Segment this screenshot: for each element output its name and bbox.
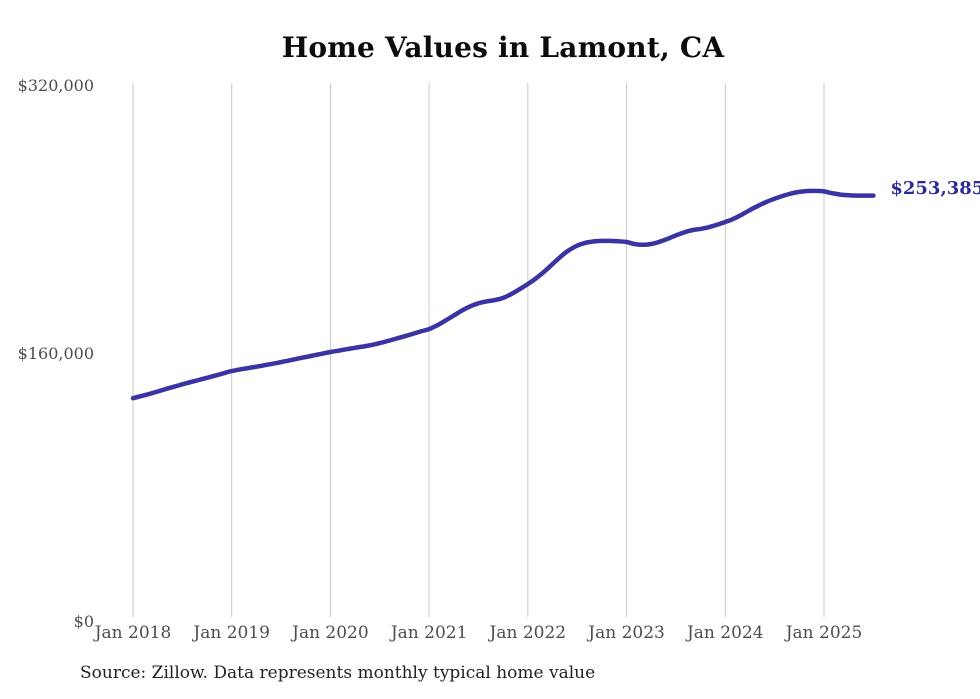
x-tick-label: Jan 2021 <box>390 623 468 643</box>
x-tick-label: Jan 2023 <box>588 623 665 643</box>
source-note: Source: Zillow. Data represents monthly … <box>80 663 596 683</box>
x-tick-label: Jan 2024 <box>686 623 764 643</box>
x-tick-label: Jan 2025 <box>785 623 863 643</box>
home-value-line <box>130 188 876 401</box>
x-tick-label: Jan 2019 <box>193 623 270 643</box>
x-tick-label: Jan 2020 <box>292 623 369 643</box>
x-tick-label: Jan 2018 <box>94 623 172 643</box>
y-tick-label: $0 <box>73 612 94 631</box>
x-tick-label: Jan 2022 <box>489 623 567 643</box>
y-tick-label: $320,000 <box>17 76 94 95</box>
chart-title: Home Values in Lamont, CA <box>281 31 725 64</box>
y-tick-label: $160,000 <box>17 344 94 363</box>
latest-value-label: $253,385 <box>890 178 980 200</box>
